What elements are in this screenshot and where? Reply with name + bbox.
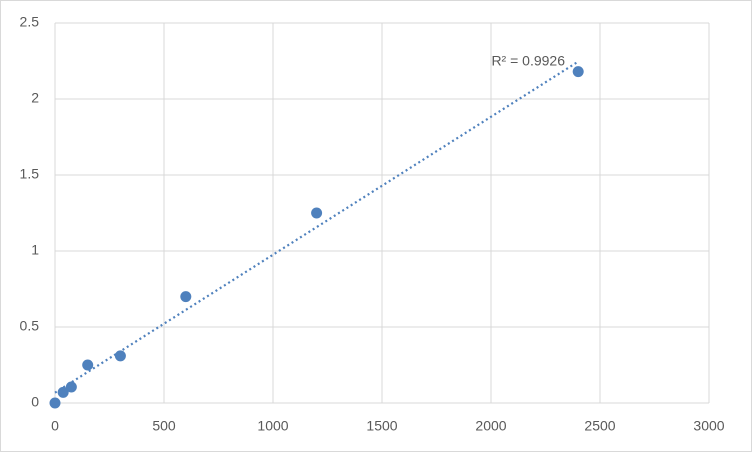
x-tick-label: 500: [152, 418, 176, 434]
data-point: [57, 386, 69, 398]
trendline: [54, 60, 579, 394]
x-tick-label: 3000: [693, 418, 724, 434]
x-tick-label: 2500: [584, 418, 615, 434]
data-point: [49, 397, 61, 409]
x-tick-label: 1500: [366, 418, 397, 434]
data-point: [82, 359, 94, 371]
data-point: [65, 381, 77, 393]
y-tick-label: 1.5: [20, 166, 40, 182]
y-tick-label: 0.5: [20, 318, 40, 334]
x-tick-label: 1000: [257, 418, 288, 434]
x-tick-label: 2000: [475, 418, 506, 434]
data-point: [180, 291, 192, 303]
data-point: [311, 207, 323, 219]
x-tick-label: 0: [51, 418, 59, 434]
y-tick-label: 2.5: [20, 14, 40, 30]
data-point: [572, 66, 584, 78]
y-tick-label: 1: [31, 242, 39, 258]
data-point: [114, 350, 126, 362]
y-tick-label: 0: [31, 394, 39, 410]
r-squared-annotation: R² = 0.9926: [491, 53, 565, 69]
y-tick-label: 2: [31, 90, 39, 106]
